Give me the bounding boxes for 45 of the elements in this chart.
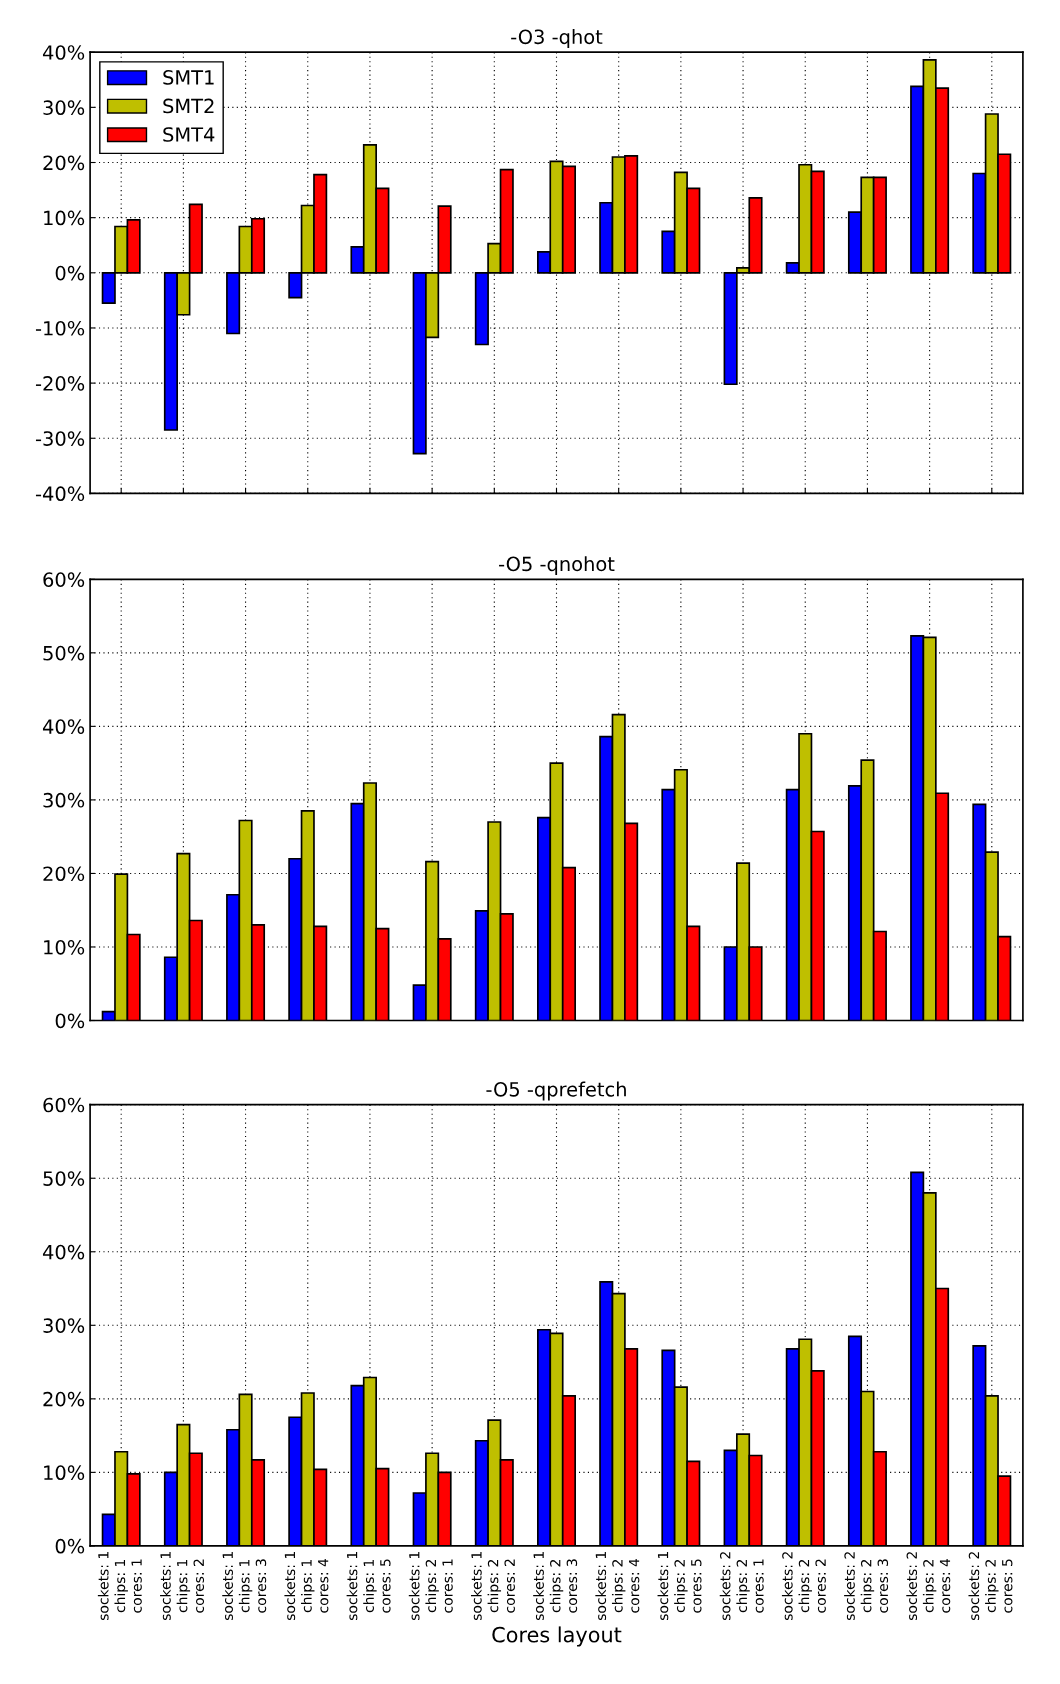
x-tick-label: sockets: 1 chips: 2 cores: 1 — [408, 1552, 453, 1621]
x-tick-label: sockets: 1 chips: 1 cores: 2 — [160, 1552, 205, 1621]
legend-label: SMT1 — [163, 70, 214, 85]
y-tick-label: 40% — [42, 45, 85, 60]
y-tick-label: 30% — [43, 1318, 85, 1333]
y-tick-label: -10% — [35, 320, 85, 336]
x-tick-label: sockets: 2 chips: 2 cores: 1 — [719, 1552, 764, 1621]
y-tick-label: 20% — [43, 155, 85, 171]
x-tick-label: sockets: 1 chips: 1 cores: 4 — [284, 1552, 329, 1621]
y-tick-label: -30% — [35, 431, 85, 446]
y-tick-label: 10% — [44, 1465, 85, 1481]
chart-title: -O5 -qnohot — [499, 556, 615, 576]
x-tick-label: sockets: 2 chips: 2 cores: 5 — [968, 1552, 1013, 1621]
chart-title: -O5 -qprefetch — [486, 1081, 626, 1101]
y-tick-label: 20% — [43, 866, 85, 882]
x-tick-label: sockets: 1 chips: 2 cores: 5 — [657, 1552, 702, 1621]
y-tick-label: 20% — [43, 1391, 85, 1407]
y-tick-label: 60% — [43, 1097, 85, 1113]
x-tick-label: sockets: 1 chips: 2 cores: 4 — [595, 1552, 640, 1621]
y-tick-label: -40% — [35, 486, 85, 502]
y-tick-label: 50% — [43, 645, 85, 661]
y-tick-label: -20% — [35, 376, 85, 391]
y-tick-label: 10% — [44, 210, 85, 226]
x-tick-label: sockets: 1 chips: 1 cores: 3 — [222, 1552, 267, 1621]
x-tick-label: sockets: 1 chips: 2 cores: 2 — [470, 1552, 515, 1621]
y-tick-label: 0% — [55, 1538, 85, 1554]
y-tick-label: 40% — [42, 1244, 85, 1260]
x-tick-label: sockets: 2 chips: 2 cores: 4 — [906, 1552, 951, 1621]
y-tick-label: 50% — [43, 1171, 85, 1186]
legend-label: SMT2 — [163, 98, 214, 114]
x-tick-label: sockets: 1 chips: 2 cores: 3 — [533, 1552, 578, 1621]
y-tick-label: 0% — [55, 265, 85, 281]
x-axis-title: Cores layout — [492, 1626, 622, 1647]
x-tick-label: sockets: 2 chips: 2 cores: 3 — [844, 1552, 889, 1621]
y-tick-label: 60% — [43, 572, 85, 587]
y-tick-label: 10% — [44, 939, 85, 955]
x-tick-label: sockets: 1 chips: 1 cores: 1 — [97, 1552, 142, 1621]
x-tick-label: sockets: 1 chips: 1 cores: 5 — [346, 1552, 391, 1621]
y-tick-label: 0% — [55, 1013, 85, 1029]
x-tick-label: sockets: 2 chips: 2 cores: 2 — [781, 1552, 826, 1621]
y-tick-label: 40% — [42, 719, 85, 735]
legend-label: SMT4 — [163, 127, 215, 142]
chart-title: -O3 -qhot — [511, 29, 603, 48]
y-tick-label: 30% — [43, 792, 85, 808]
y-tick-label: 30% — [43, 100, 85, 116]
